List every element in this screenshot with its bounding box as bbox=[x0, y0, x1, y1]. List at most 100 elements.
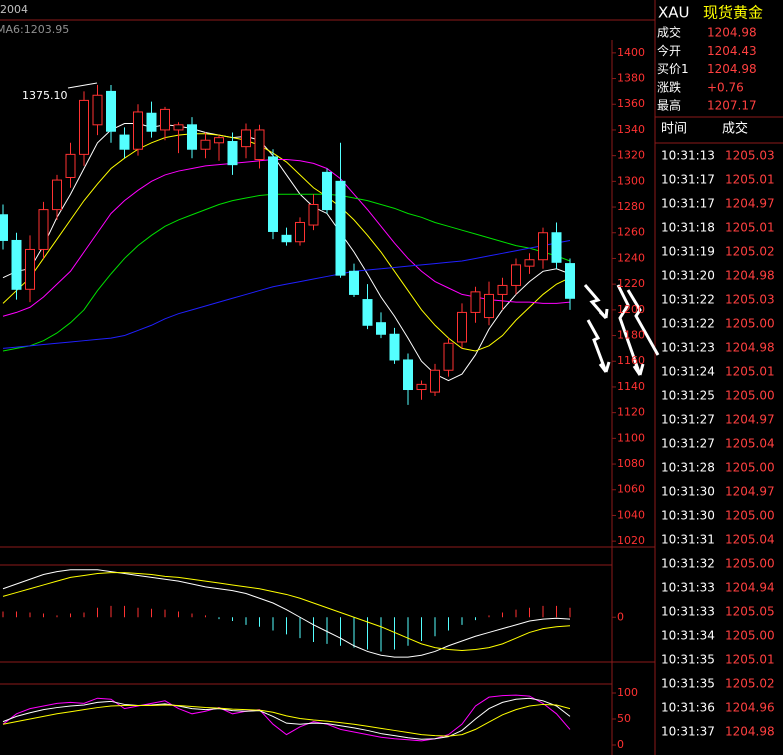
trade-price: 1204.97 bbox=[725, 413, 775, 427]
trade-price: 1205.00 bbox=[725, 629, 775, 643]
candle-body bbox=[0, 214, 8, 241]
y-tick-label: 1300 bbox=[617, 174, 645, 187]
candle-body bbox=[457, 311, 467, 343]
trade-time: 10:31:35 bbox=[661, 677, 715, 691]
y-tick-label: 1200 bbox=[617, 303, 645, 316]
candle-body bbox=[470, 291, 481, 313]
candle-body bbox=[227, 141, 238, 166]
candle-body bbox=[416, 383, 427, 391]
y-tick-label: 1360 bbox=[617, 97, 645, 110]
trade-price: 1205.00 bbox=[725, 317, 775, 331]
quote-value: 1207.17 bbox=[707, 99, 757, 113]
y-tick-label: 1180 bbox=[617, 329, 645, 342]
candle-body bbox=[119, 134, 130, 150]
trade-time: 10:31:20 bbox=[661, 269, 715, 283]
candle-body bbox=[281, 234, 292, 243]
arrow bbox=[598, 361, 611, 373]
indicator-line bbox=[2, 697, 571, 740]
column-header: 时间 bbox=[661, 122, 687, 137]
indicator-line bbox=[2, 572, 571, 652]
trade-time: 10:31:18 bbox=[661, 221, 715, 235]
y-tick-label: 0 bbox=[617, 738, 624, 751]
trade-time: 10:31:32 bbox=[661, 557, 715, 571]
candle-body bbox=[322, 171, 332, 211]
candle-body bbox=[308, 203, 319, 226]
indicator-line bbox=[2, 239, 571, 349]
trade-time: 10:31:35 bbox=[661, 653, 715, 667]
y-tick-label: 1240 bbox=[617, 251, 645, 264]
trade-time: 10:31:25 bbox=[661, 389, 715, 403]
quote-value: 1204.98 bbox=[707, 26, 757, 40]
candle-body bbox=[25, 248, 35, 290]
trade-price: 1205.01 bbox=[725, 173, 775, 187]
candle-body bbox=[538, 232, 548, 261]
indicator-line bbox=[2, 123, 571, 382]
arrow bbox=[583, 284, 608, 319]
trade-price: 1204.98 bbox=[725, 269, 775, 283]
y-tick-label: 1120 bbox=[617, 406, 645, 419]
trade-price: 1205.04 bbox=[725, 437, 775, 451]
trade-price: 1205.02 bbox=[725, 677, 775, 691]
trade-time: 10:31:30 bbox=[661, 485, 715, 499]
y-tick-label: 1160 bbox=[617, 354, 645, 367]
candle-body bbox=[389, 333, 400, 361]
y-tick-label: 1040 bbox=[617, 508, 645, 521]
trade-price: 1205.01 bbox=[725, 653, 775, 667]
y-tick-label: 1220 bbox=[617, 277, 645, 290]
arrow bbox=[598, 308, 609, 320]
y-tick-label: 1060 bbox=[617, 483, 645, 496]
candle-body bbox=[52, 179, 62, 211]
trade-price: 1204.96 bbox=[725, 701, 775, 715]
candle-body bbox=[443, 342, 454, 371]
y-tick-label: 1100 bbox=[617, 431, 645, 444]
indicator-line bbox=[2, 569, 571, 658]
trade-price: 1205.02 bbox=[725, 245, 775, 259]
candle-body bbox=[511, 264, 521, 286]
trade-time: 10:31:23 bbox=[661, 341, 715, 355]
trade-price: 1204.98 bbox=[725, 725, 775, 739]
trade-time: 10:31:33 bbox=[661, 581, 715, 595]
candle-body bbox=[376, 322, 386, 335]
quote-label: 涨跌 bbox=[657, 79, 681, 94]
trade-time: 10:31:17 bbox=[661, 173, 715, 187]
trade-price: 1204.94 bbox=[725, 581, 775, 595]
trade-time: 10:31:37 bbox=[661, 725, 715, 739]
candle-body bbox=[79, 99, 89, 155]
candle-body bbox=[65, 153, 76, 178]
trade-price: 1205.00 bbox=[725, 389, 775, 403]
chart-label: 2004 bbox=[0, 3, 28, 16]
trade-price: 1205.00 bbox=[725, 557, 775, 571]
trade-time: 10:31:36 bbox=[661, 701, 715, 715]
y-tick-label: 1320 bbox=[617, 149, 645, 162]
y-tick-label: 1280 bbox=[617, 200, 645, 213]
indicator-line bbox=[2, 703, 571, 737]
candle-body bbox=[484, 293, 494, 319]
trade-price: 1204.97 bbox=[725, 197, 775, 211]
candle-body bbox=[349, 270, 359, 295]
candle-body bbox=[295, 221, 305, 243]
candle-body bbox=[38, 209, 49, 250]
trade-time: 10:31:31 bbox=[661, 533, 715, 547]
trade-price: 1205.03 bbox=[725, 149, 775, 163]
trade-time: 10:31:34 bbox=[661, 629, 715, 643]
trade-time: 10:31:30 bbox=[661, 509, 715, 523]
candle-body bbox=[187, 124, 197, 150]
candle-body bbox=[133, 111, 143, 150]
candle-body bbox=[497, 284, 508, 295]
trade-price: 1205.04 bbox=[725, 533, 775, 547]
symbol: XAU bbox=[658, 4, 690, 22]
y-tick-label: 100 bbox=[617, 686, 638, 699]
symbol-name: 现货黄金 bbox=[703, 4, 763, 22]
quote-label: 最高 bbox=[657, 98, 681, 113]
annotation-line bbox=[67, 82, 98, 89]
candle-body bbox=[214, 137, 224, 144]
candle-body bbox=[254, 129, 265, 161]
y-tick-label: 1380 bbox=[617, 72, 645, 85]
y-tick-label: 1260 bbox=[617, 226, 645, 239]
y-tick-label: 1340 bbox=[617, 123, 645, 136]
trade-time: 10:31:27 bbox=[661, 413, 715, 427]
quote-value: 1204.43 bbox=[707, 44, 757, 58]
trade-price: 1204.97 bbox=[725, 485, 775, 499]
trade-time: 10:31:19 bbox=[661, 245, 715, 259]
arrow bbox=[626, 289, 660, 356]
